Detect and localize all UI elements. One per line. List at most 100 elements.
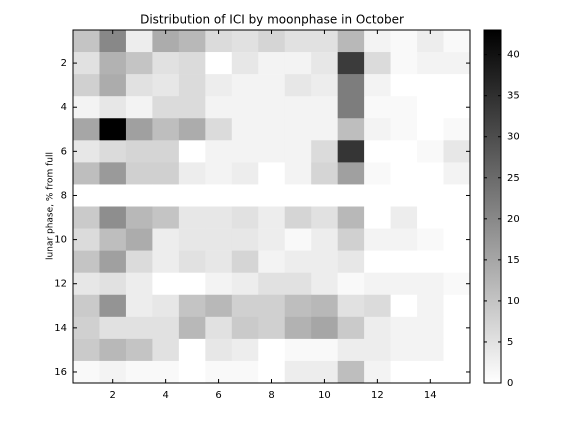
heatmap-cell [284,52,312,75]
colorbar [483,29,502,384]
heatmap-cell [258,30,286,53]
heatmap-cell [390,96,418,119]
heatmap-cell [152,118,180,141]
x-tick-label: 14 [424,390,437,401]
heatmap-cell [284,228,312,251]
heatmap-cell [417,206,444,229]
heatmap-cell [152,338,180,362]
heatmap-cell [99,206,127,229]
heatmap-cell [364,74,391,97]
heatmap-cell [417,360,444,384]
heatmap-cell [125,162,153,185]
heatmap-cell [125,294,153,318]
heatmap-cell [258,360,286,384]
heatmap-cell [443,52,471,75]
heatmap-cell [337,96,365,119]
heatmap-cell [231,96,259,119]
heatmap-cell [284,338,312,362]
heatmap-cell [205,30,233,53]
heatmap-cell [99,228,127,251]
heatmap-cell [125,338,153,362]
heatmap-cell [73,74,100,97]
heatmap-cell [231,272,259,296]
heatmap-cell [364,184,391,207]
heatmap-cell [443,140,471,163]
heatmap-cell [390,184,418,207]
heatmap-cell [152,316,180,340]
heatmap-cell [152,294,180,318]
heatmap-cell [258,140,286,163]
colorbar-tick-label: 10 [507,296,520,307]
heatmap-cell [99,272,127,296]
heatmap-cell [337,206,365,229]
heatmap-cell [231,228,259,251]
heatmap-cell [125,96,153,119]
heatmap-cell [311,316,338,340]
heatmap-cell [152,228,180,251]
heatmap-cell [364,338,391,362]
heatmap-cell [205,52,233,75]
heatmap-cell [284,162,312,185]
x-tick-label: 4 [162,390,168,401]
heatmap-cell [178,228,206,251]
heatmap-cell [205,294,233,318]
x-tick-label: 10 [318,390,331,401]
heatmap-cell [337,118,365,141]
heatmap-cell [178,184,206,207]
heatmap-cell [311,118,338,141]
heatmap-cell [390,272,418,296]
heatmap-cell [443,74,471,97]
heatmap-cell [311,272,338,296]
x-tick-label: 2 [110,390,116,401]
heatmap-cell [99,118,127,141]
heatmap-cell [258,74,286,97]
heatmap-cell [178,162,206,185]
heatmap-cell [417,52,444,75]
heatmap-cell [231,118,259,141]
heatmap-cell [417,228,444,251]
heatmap-cell [205,140,233,163]
heatmap-cell [231,184,259,207]
heatmap-cell [311,140,338,163]
heatmap-cell [390,206,418,229]
heatmap-cell [73,228,100,251]
heatmap-cell [125,74,153,97]
heatmap-cell [99,74,127,97]
heatmap-cell [390,162,418,185]
heatmap-cell [364,316,391,340]
heatmap-cell [99,338,127,362]
heatmap-cell [99,52,127,75]
heatmap-cell [99,162,127,185]
heatmap-cell [311,184,338,207]
heatmap-cell [99,184,127,207]
heatmap-cell [417,184,444,207]
heatmap-cell [443,118,471,141]
heatmap-cell [152,96,180,119]
heatmap-cell [337,162,365,185]
heatmap-cell [337,74,365,97]
heatmap-cell [125,250,153,273]
heatmap-cell [443,294,471,318]
heatmap-cell [152,162,180,185]
colorbar-tick-label: 35 [507,91,520,102]
heatmap-cell [152,250,180,273]
x-tick-label: 8 [268,390,274,401]
heatmap-cell [231,338,259,362]
heatmap-cell [73,96,100,119]
heatmap-cell [284,74,312,97]
colorbar-tick-label: 20 [507,214,520,225]
colorbar-tick-label: 5 [507,337,513,348]
heatmap-cell [125,316,153,340]
heatmap-cell [337,228,365,251]
colorbar-tick-label: 15 [507,255,520,266]
heatmap-cell [99,360,127,384]
heatmap-cell [152,184,180,207]
heatmap-cell [152,52,180,75]
heatmap-cell [390,74,418,97]
heatmap-cell [73,206,100,229]
heatmap-cell [178,272,206,296]
heatmap-cell [205,338,233,362]
heatmap-cell [364,118,391,141]
heatmap-cell [205,184,233,207]
heatmap-cell [364,206,391,229]
